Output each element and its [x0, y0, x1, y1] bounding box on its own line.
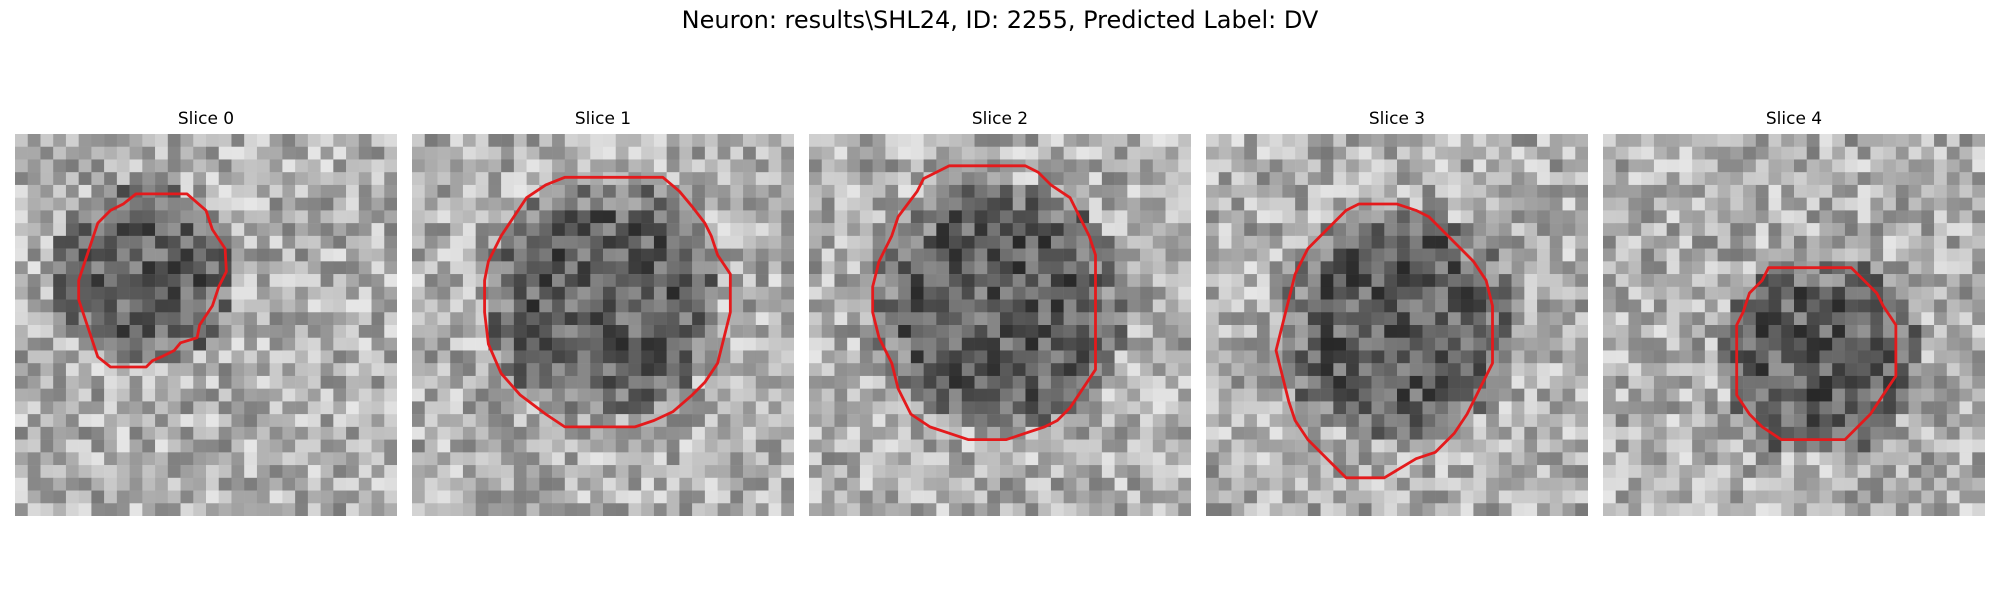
slice-image-1: [412, 134, 794, 516]
roi-outline: [77, 192, 228, 369]
pixel-grid: [412, 134, 794, 516]
slice-image-0: [15, 134, 397, 516]
slice-title: Slice 3: [1368, 109, 1426, 129]
slice-image-4: [1603, 134, 1985, 516]
slice-panel-0: Slice 0: [15, 108, 397, 516]
roi-outline: [1735, 266, 1898, 442]
slice-title: Slice 0: [177, 109, 235, 129]
slice-image-2: [809, 134, 1191, 516]
figure-title: Neuron: results\SHL24, ID: 2255, Predict…: [681, 6, 1319, 34]
slice-panel-2: Slice 2: [809, 108, 1191, 516]
pixel-grid: [1603, 134, 1985, 516]
slice-title: Slice 4: [1765, 109, 1823, 129]
slice-panel-4: Slice 4: [1603, 108, 1985, 516]
roi-outline: [1274, 202, 1494, 480]
pixel-grid: [809, 134, 1191, 516]
slice-panel-1: Slice 1: [412, 108, 794, 516]
slice-title: Slice 2: [971, 109, 1029, 129]
pixel-grid: [15, 134, 397, 516]
roi-outline: [483, 175, 732, 429]
slice-image-3: [1206, 134, 1588, 516]
pixel-grid: [1206, 134, 1588, 516]
slice-panel-3: Slice 3: [1206, 108, 1588, 516]
roi-outline: [871, 164, 1097, 442]
slice-title: Slice 1: [574, 109, 632, 129]
